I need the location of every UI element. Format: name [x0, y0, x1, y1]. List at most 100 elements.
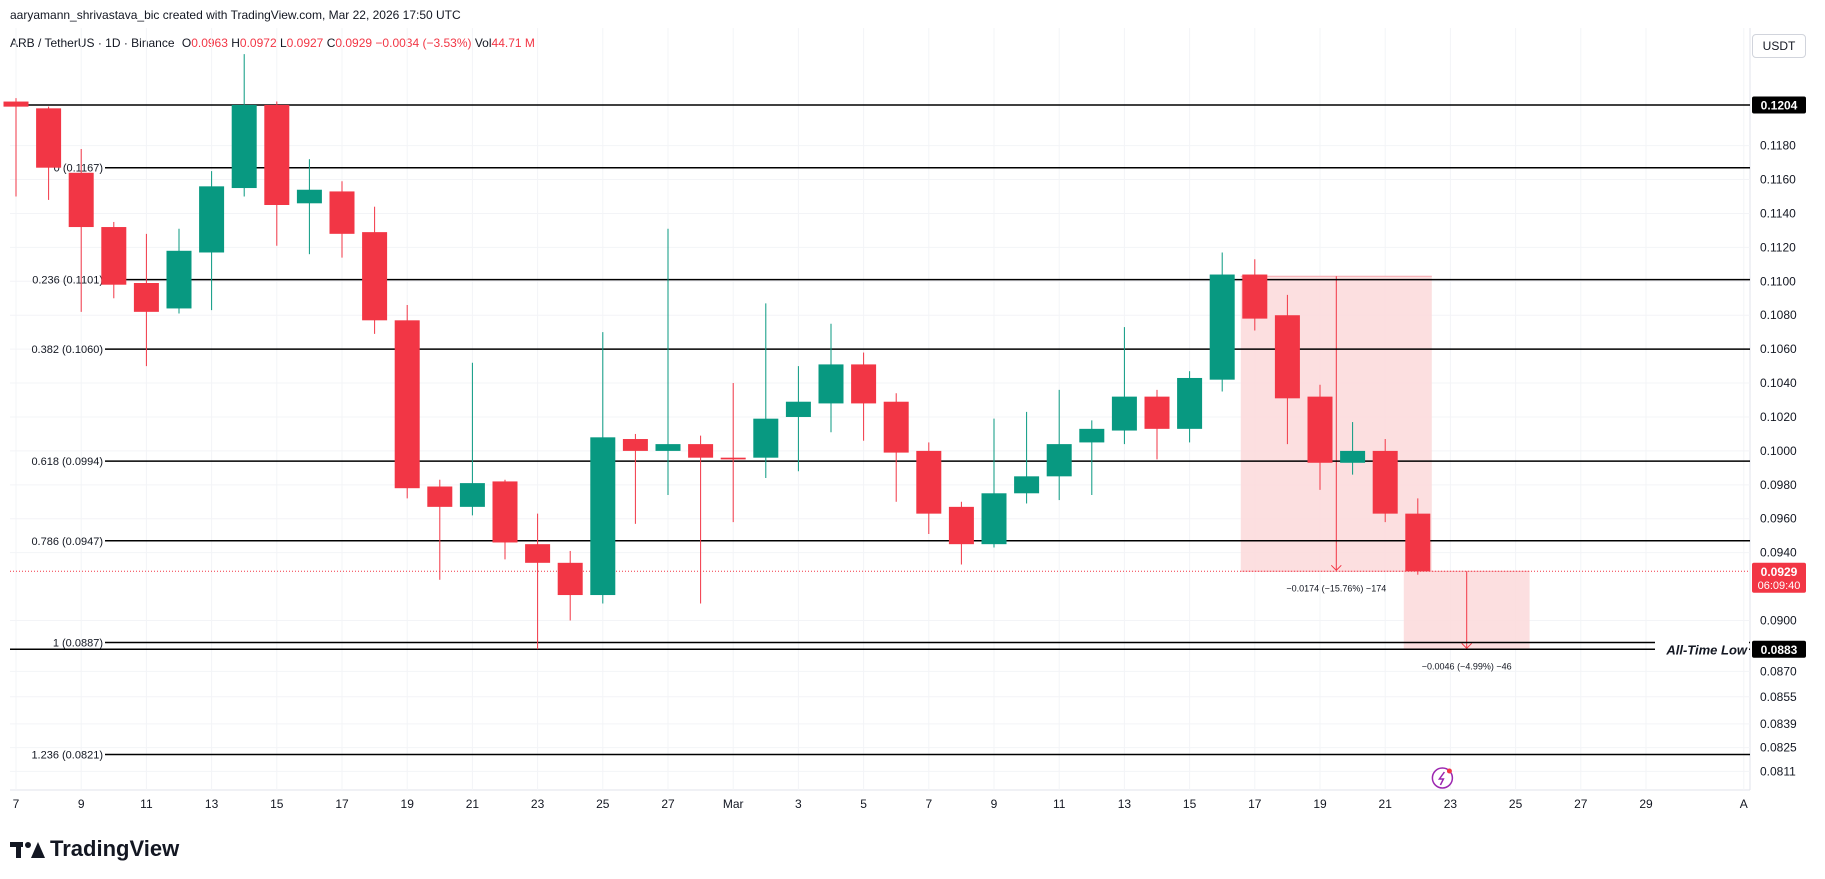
event-marker-icon[interactable] — [1431, 767, 1454, 789]
candle-body[interactable] — [1307, 396, 1333, 463]
time-tick-label: Mar — [723, 797, 744, 811]
price-badge-value: 0.0929 — [1761, 565, 1798, 579]
price-tick-label: 0.1000 — [1760, 444, 1797, 458]
price-tick-label: 0.0825 — [1760, 741, 1797, 755]
volume-label: Vol — [474, 36, 492, 50]
candle-body[interactable] — [1405, 513, 1431, 572]
ohlc-close-label: C — [326, 36, 336, 50]
candle-body[interactable] — [394, 320, 420, 489]
symbol-name[interactable]: ARB / TetherUS · 1D · Binance — [10, 36, 175, 50]
time-tick-label: 29 — [1639, 797, 1653, 811]
measure-label: −0.0046 (−4.99%) −46 — [1422, 661, 1512, 671]
volume-value: 44.71 M — [491, 36, 535, 50]
time-tick-label: 19 — [1313, 797, 1327, 811]
candle-body[interactable] — [1340, 450, 1366, 463]
candle-body[interactable] — [3, 101, 29, 107]
time-tick-label: 27 — [661, 797, 675, 811]
candle-body[interactable] — [166, 250, 192, 309]
candle-body[interactable] — [296, 189, 322, 204]
candle-body[interactable] — [948, 506, 974, 545]
candle-body[interactable] — [199, 186, 225, 253]
symbol-legend: ARB / TetherUS · 1D · Binance O0.0963 H0… — [10, 36, 535, 50]
candle-body[interactable] — [557, 562, 583, 596]
ohlc-low-label: L — [279, 36, 287, 50]
time-tick-label: 25 — [1509, 797, 1523, 811]
price-tick-label: 0.1020 — [1760, 410, 1797, 424]
currency-selector[interactable]: USDT — [1752, 34, 1806, 58]
candle-body[interactable] — [1144, 396, 1170, 429]
price-tick-label: 0.1100 — [1760, 274, 1796, 288]
candle-body[interactable] — [264, 104, 290, 205]
time-tick-label: 7 — [925, 797, 932, 811]
candle-body[interactable] — [1242, 274, 1268, 319]
candle-body[interactable] — [427, 486, 453, 507]
candle-body[interactable] — [459, 483, 485, 507]
time-tick-label: 11 — [140, 797, 153, 811]
candle-body[interactable] — [622, 439, 648, 451]
time-tick-label: 19 — [401, 797, 415, 811]
time-tick-label: 25 — [596, 797, 610, 811]
all-time-low-label: All-Time Low — [1665, 642, 1748, 657]
candle-body[interactable] — [1111, 396, 1137, 431]
tradingview-logo-icon — [10, 838, 45, 860]
price-tick-label: 0.0870 — [1760, 664, 1797, 678]
candle-body[interactable] — [851, 364, 877, 404]
candle-body[interactable] — [1274, 315, 1300, 399]
candle-body[interactable] — [655, 444, 681, 451]
ohlc-open-label: O — [181, 36, 192, 50]
time-tick-label: 7 — [13, 797, 20, 811]
price-tick-label: 0.0855 — [1760, 690, 1797, 704]
tradingview-brand: TradingView — [10, 836, 179, 862]
candle-body[interactable] — [133, 283, 159, 312]
candle-body[interactable] — [1372, 450, 1398, 514]
fib-level-label: 1.236 (0.0821) — [31, 749, 103, 761]
candle-body[interactable] — [329, 191, 355, 234]
candle-body[interactable] — [36, 108, 62, 168]
candle-body[interactable] — [785, 401, 811, 417]
price-tick-label: 0.1180 — [1760, 139, 1796, 153]
price-tick-label: 0.0900 — [1760, 613, 1797, 627]
price-tick-label: 0.1140 — [1760, 206, 1796, 220]
candle-body[interactable] — [68, 172, 94, 228]
candle-body[interactable] — [525, 544, 551, 563]
price-tick-label: 0.0839 — [1760, 717, 1797, 731]
candle-body[interactable] — [883, 401, 909, 453]
ohlc-change: −0.0034 (−3.53%) — [375, 36, 472, 50]
ohlc-low-value: 0.0927 — [286, 36, 324, 50]
countdown-timer: 06:09:40 — [1758, 580, 1801, 592]
time-tick-label: 13 — [205, 797, 219, 811]
fib-level-label: 0.618 (0.0994) — [31, 456, 103, 468]
candle-body[interactable] — [231, 104, 257, 189]
candle-body[interactable] — [916, 450, 942, 514]
time-tick-label: 9 — [78, 797, 85, 811]
candle-body[interactable] — [1046, 444, 1072, 477]
candle-body[interactable] — [362, 232, 388, 321]
time-tick-label: 17 — [335, 797, 349, 811]
price-tick-label: 0.1120 — [1760, 240, 1796, 254]
candle-body[interactable] — [981, 493, 1007, 545]
candle-body[interactable] — [1177, 377, 1203, 429]
candle-body[interactable] — [1079, 428, 1105, 443]
candle-body[interactable] — [753, 418, 779, 458]
candle-body[interactable] — [101, 227, 127, 285]
candle-body[interactable] — [590, 437, 616, 596]
price-badge — [1752, 96, 1806, 114]
candle-body[interactable] — [1209, 274, 1235, 380]
candle-body[interactable] — [1014, 476, 1040, 494]
ohlc-close-value: 0.0929 — [335, 36, 373, 50]
candle-body[interactable] — [720, 457, 746, 460]
candle-body[interactable] — [688, 444, 714, 458]
candle-body[interactable] — [818, 364, 844, 404]
time-tick-label: 13 — [1118, 797, 1132, 811]
price-badge-value: 0.0883 — [1761, 643, 1798, 657]
time-tick-label: 21 — [1379, 797, 1393, 811]
price-tick-label: 0.1060 — [1760, 342, 1797, 356]
candle-body[interactable] — [492, 481, 518, 543]
price-tick-label: 0.1080 — [1760, 308, 1797, 322]
time-tick-label: 17 — [1248, 797, 1262, 811]
time-tick-label: 3 — [795, 797, 802, 811]
time-tick-label: 15 — [1183, 797, 1197, 811]
time-tick-label: 11 — [1053, 797, 1066, 811]
time-tick-label: 27 — [1574, 797, 1588, 811]
